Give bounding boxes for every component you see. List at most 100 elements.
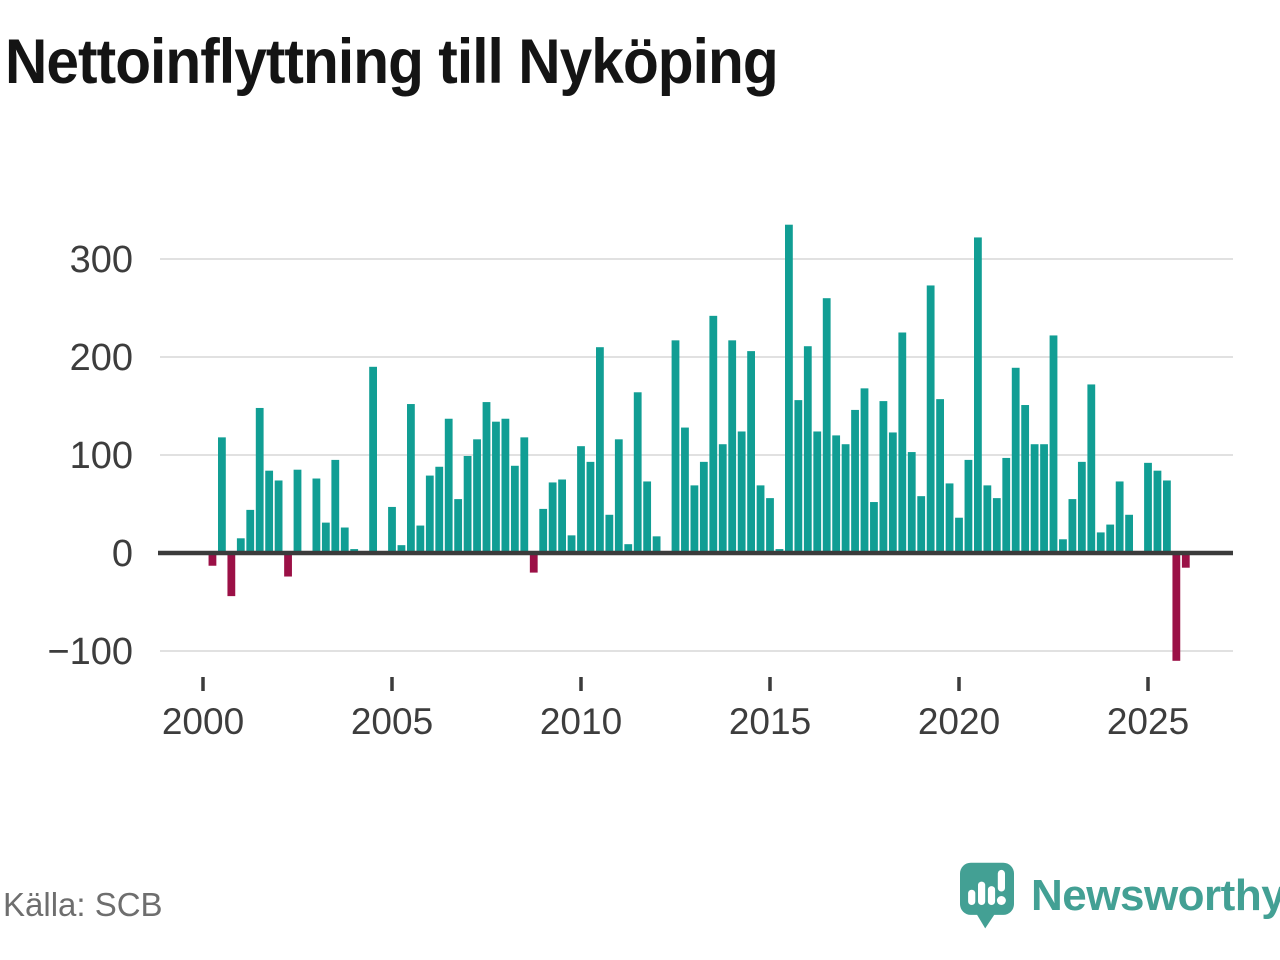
x-tick	[768, 677, 772, 691]
bar	[699, 461, 708, 553]
x-tick-label: 2020	[918, 701, 1000, 742]
bar	[690, 485, 699, 553]
bar	[293, 469, 302, 553]
bar	[246, 509, 255, 553]
bar	[435, 466, 444, 553]
newsworthy-logo-icon	[960, 862, 1014, 929]
bar	[766, 498, 774, 553]
bar	[1125, 514, 1133, 553]
bar	[614, 439, 623, 553]
bar	[1077, 461, 1086, 553]
bar	[1153, 470, 1162, 553]
bar	[945, 483, 954, 553]
bar	[671, 340, 680, 553]
bar	[936, 399, 944, 553]
x-tick	[390, 677, 394, 691]
bar	[274, 480, 283, 553]
bar	[728, 340, 737, 553]
bar	[340, 527, 349, 553]
x-tick-label: 2000	[162, 701, 244, 742]
bar	[227, 553, 236, 597]
bar	[822, 298, 831, 553]
bar	[907, 452, 916, 553]
bar	[208, 553, 217, 566]
bar	[473, 439, 481, 553]
bar	[1172, 553, 1181, 661]
bar	[737, 431, 746, 553]
bar	[813, 431, 822, 553]
bar	[652, 536, 661, 553]
bar	[369, 366, 377, 553]
bar	[832, 435, 841, 553]
bar	[425, 475, 434, 553]
bar	[539, 508, 548, 553]
bar	[1181, 553, 1190, 568]
y-tick-label: 100	[70, 435, 133, 477]
bar	[870, 502, 878, 553]
bar	[388, 506, 396, 553]
bar	[860, 388, 869, 553]
bar	[992, 498, 1001, 553]
newsworthy-brand: Newsworthy	[960, 862, 1280, 930]
bar	[917, 496, 926, 553]
bar	[586, 461, 595, 553]
bar	[974, 237, 982, 553]
bar	[284, 553, 292, 577]
bar	[1030, 444, 1039, 553]
y-tick-label: 300	[70, 239, 133, 281]
bar	[709, 315, 718, 553]
bar	[501, 418, 510, 553]
bar	[510, 465, 519, 553]
bar	[454, 499, 463, 553]
bar	[851, 409, 859, 553]
x-tick	[579, 677, 583, 691]
bar	[605, 514, 614, 553]
bar	[1068, 499, 1077, 553]
bar	[803, 346, 812, 553]
bar	[747, 351, 755, 553]
bar	[633, 392, 642, 553]
bar	[1115, 481, 1124, 553]
bar	[926, 285, 935, 553]
bar	[463, 455, 472, 553]
bar	[218, 437, 226, 553]
y-tick-label: 200	[70, 337, 133, 379]
bar	[1144, 462, 1152, 553]
bar	[1059, 539, 1067, 553]
bar	[444, 418, 453, 553]
bar	[643, 481, 652, 553]
bar	[756, 485, 765, 553]
bar	[983, 485, 992, 553]
chart-title: Nettoinflyttning till Nyköping	[5, 27, 779, 97]
bar	[681, 427, 689, 553]
bar	[1087, 384, 1096, 553]
x-tick	[957, 677, 961, 691]
bar	[397, 545, 406, 553]
bar	[567, 535, 576, 553]
y-tick-label: −100	[47, 631, 133, 673]
bar	[596, 347, 604, 553]
bar	[492, 421, 500, 553]
bar	[1163, 480, 1171, 553]
bar	[888, 432, 897, 553]
bar	[407, 404, 415, 553]
bar	[1106, 524, 1115, 553]
bar	[321, 522, 330, 553]
bar	[331, 459, 340, 553]
bar	[718, 444, 727, 553]
bar	[1021, 405, 1030, 553]
bar	[265, 470, 274, 553]
bar	[1002, 457, 1011, 553]
bar	[1049, 335, 1058, 553]
x-tick	[1146, 677, 1150, 691]
bar	[879, 401, 888, 553]
bar	[794, 400, 803, 553]
y-tick-label: 0	[112, 533, 133, 575]
bar	[236, 538, 245, 553]
bar	[841, 444, 850, 553]
bar	[955, 517, 963, 553]
bar	[964, 459, 973, 553]
bar	[312, 478, 321, 553]
bar	[624, 544, 633, 553]
